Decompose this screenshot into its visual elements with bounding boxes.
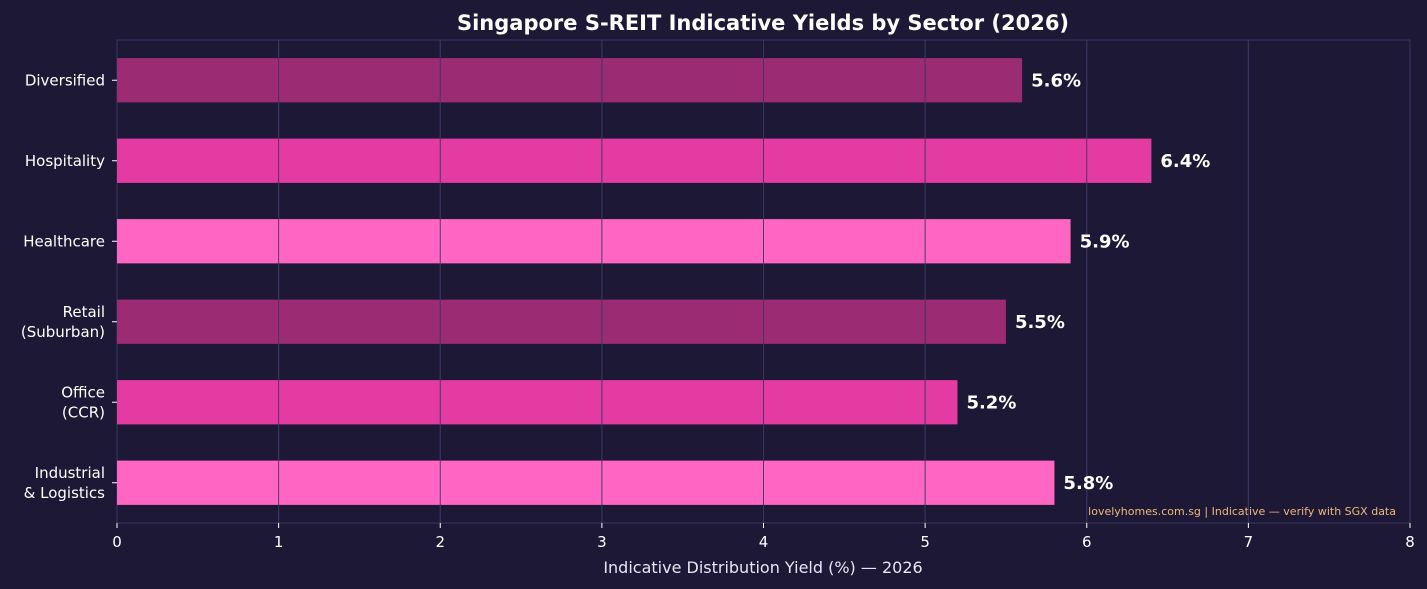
bar — [117, 219, 1071, 264]
chart-title: Singapore S-REIT Indicative Yields by Se… — [457, 11, 1069, 35]
bar — [117, 460, 1055, 505]
axes: 0 1 2 3 4 5 6 7 8 Industrial & Logistics Office (CCR… — [21, 71, 1415, 551]
value-label: 5.6% — [1031, 70, 1081, 91]
bar — [117, 299, 1006, 344]
x-tick-label: 7 — [1244, 533, 1254, 551]
x-tick-label: 8 — [1405, 533, 1415, 551]
bar — [117, 138, 1152, 183]
bars — [117, 58, 1152, 505]
value-label: 6.4% — [1160, 151, 1210, 172]
x-tick-label: 2 — [435, 533, 445, 551]
x-tick-label: 0 — [112, 533, 122, 551]
value-labels: 5.8% 5.2% 5.5% 5.9% 6.4% 5.6% — [966, 70, 1210, 494]
value-label: 5.2% — [966, 392, 1016, 413]
category-label: Office (CCR) — [61, 383, 105, 421]
x-tick-label: 1 — [274, 533, 284, 551]
x-tick-label: 4 — [759, 533, 769, 551]
x-tick-label: 3 — [597, 533, 607, 551]
category-label: Retail (Suburban) — [21, 303, 105, 341]
value-label: 5.9% — [1080, 231, 1130, 252]
category-label: Diversified — [25, 71, 105, 89]
bar — [117, 58, 1023, 103]
x-tick-label: 5 — [920, 533, 930, 551]
category-label: Industrial & Logistics — [24, 464, 106, 502]
bar — [117, 380, 958, 425]
value-label: 5.5% — [1015, 312, 1065, 333]
value-label: 5.8% — [1063, 473, 1113, 494]
grid-overlay — [278, 40, 1249, 523]
category-label: Hospitality — [25, 152, 105, 170]
category-label: Healthcare — [23, 232, 105, 250]
x-tick-label: 6 — [1082, 533, 1092, 551]
x-axis-label: Indicative Distribution Yield (%) — 2026 — [603, 558, 922, 577]
source-annotation: lovelyhomes.com.sg | Indicative — verify… — [1088, 505, 1396, 518]
